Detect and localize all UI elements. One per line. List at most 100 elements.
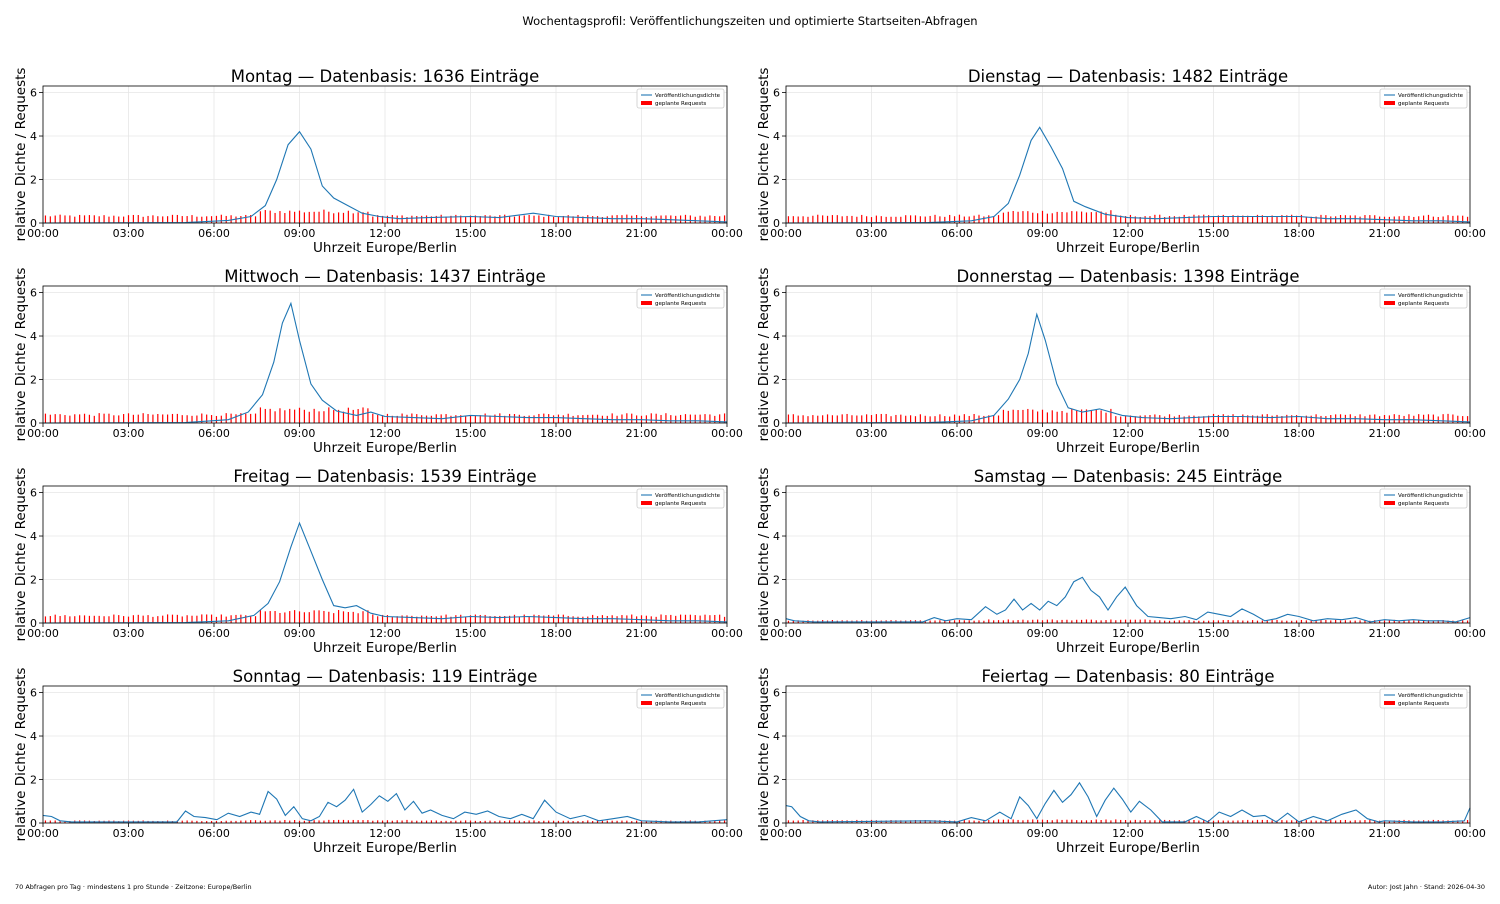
y-tick-label: 6 xyxy=(773,87,780,100)
request-bar xyxy=(1212,215,1215,223)
request-bar xyxy=(1144,216,1146,223)
y-tick-label: 4 xyxy=(30,530,37,543)
request-bar xyxy=(518,820,520,823)
request-bar xyxy=(210,216,213,223)
request-bar xyxy=(1222,820,1224,823)
request-bar xyxy=(1217,820,1219,823)
y-tick-label: 0 xyxy=(30,417,37,430)
request-bar xyxy=(1149,216,1151,223)
request-bar xyxy=(1325,416,1327,423)
request-bar xyxy=(342,411,345,423)
request-bar xyxy=(812,415,814,423)
request-bar xyxy=(103,413,105,423)
request-bar xyxy=(1154,620,1156,623)
request-bar xyxy=(1061,410,1063,423)
request-bar xyxy=(1080,211,1083,223)
chart-title: Feiertag — Datenbasis: 80 Einträge xyxy=(981,667,1274,686)
request-bar xyxy=(572,616,574,623)
x-tick-label: 03:00 xyxy=(856,627,888,640)
request-bar xyxy=(861,415,863,423)
x-tick-label: 06:00 xyxy=(198,227,230,240)
request-bar xyxy=(1271,820,1273,823)
request-bar xyxy=(508,413,511,423)
request-bar xyxy=(1256,214,1259,223)
request-bar xyxy=(342,819,345,823)
x-tick-label: 09:00 xyxy=(284,227,316,240)
request-bar xyxy=(245,214,247,223)
y-tick-label: 0 xyxy=(30,617,37,630)
request-bar xyxy=(323,820,325,823)
request-bar xyxy=(79,214,81,223)
request-bar xyxy=(333,213,335,223)
request-bar xyxy=(435,616,437,623)
request-bar xyxy=(533,215,535,223)
legend-label: geplante Requests xyxy=(655,501,706,507)
request-bar xyxy=(1286,215,1288,223)
x-tick-label: 00:00 xyxy=(27,427,59,440)
request-bar xyxy=(372,614,374,623)
request-bar xyxy=(1418,620,1420,623)
request-bar xyxy=(308,411,310,423)
request-bar xyxy=(533,614,535,623)
request-bar xyxy=(567,820,569,823)
request-bar xyxy=(1090,410,1092,423)
request-bar xyxy=(386,615,389,623)
x-tick-label: 15:00 xyxy=(1198,227,1230,240)
request-bar xyxy=(328,407,330,423)
y-axis-label: relative Dichte / Requests xyxy=(13,268,29,442)
request-bar xyxy=(171,214,174,223)
request-bar xyxy=(1022,211,1024,223)
request-bar xyxy=(54,414,56,423)
request-bar xyxy=(1359,820,1361,823)
request-bar xyxy=(1222,620,1224,623)
request-bar xyxy=(435,820,437,823)
request-bar xyxy=(1266,414,1268,423)
x-tick-label: 12:00 xyxy=(369,427,401,440)
request-bar xyxy=(147,414,149,423)
request-bar xyxy=(1291,415,1293,423)
x-tick-label: 21:00 xyxy=(626,227,658,240)
request-bar xyxy=(1408,215,1410,223)
request-bar xyxy=(465,820,467,823)
y-tick-label: 2 xyxy=(30,574,37,587)
chart-title: Donnerstag — Datenbasis: 1398 Einträge xyxy=(956,267,1299,286)
request-bar xyxy=(1251,620,1254,623)
request-bar xyxy=(660,414,662,423)
request-bar xyxy=(1432,414,1434,423)
request-bar xyxy=(337,610,340,623)
request-bar xyxy=(108,413,110,423)
request-bar xyxy=(523,821,525,823)
request-bar xyxy=(1051,213,1053,223)
request-bar xyxy=(396,215,398,223)
request-bar xyxy=(792,620,794,623)
request-bar xyxy=(694,216,696,223)
request-bar xyxy=(127,413,130,423)
request-bar xyxy=(1281,820,1283,823)
request-bar xyxy=(694,414,696,423)
y-axis-label: relative Dichte / Requests xyxy=(13,68,29,242)
request-bar xyxy=(1442,216,1444,223)
request-bar xyxy=(333,410,335,423)
x-tick-label: 18:00 xyxy=(540,627,572,640)
request-bar xyxy=(939,414,941,423)
request-bar xyxy=(1339,620,1342,623)
request-bar xyxy=(1437,416,1439,423)
request-bar xyxy=(318,610,320,623)
request-bar xyxy=(259,211,262,223)
request-bar xyxy=(665,615,667,623)
request-bar xyxy=(396,616,398,623)
request-bar xyxy=(137,414,139,423)
request-bar xyxy=(1427,214,1430,223)
chart-panel: 00:00 03:00 06:00 09:00 12:00 15:00 18:00 21:00… xyxy=(13,667,743,856)
request-bar xyxy=(1281,215,1283,223)
request-bar xyxy=(1320,415,1322,423)
request-bar xyxy=(1388,820,1390,823)
request-bar xyxy=(978,820,980,823)
request-bar xyxy=(152,616,154,623)
request-bar xyxy=(396,415,398,423)
request-bar xyxy=(582,820,584,823)
request-bar xyxy=(250,215,252,223)
request-bar xyxy=(836,215,838,223)
request-bar xyxy=(294,409,296,423)
request-bar xyxy=(254,413,257,423)
